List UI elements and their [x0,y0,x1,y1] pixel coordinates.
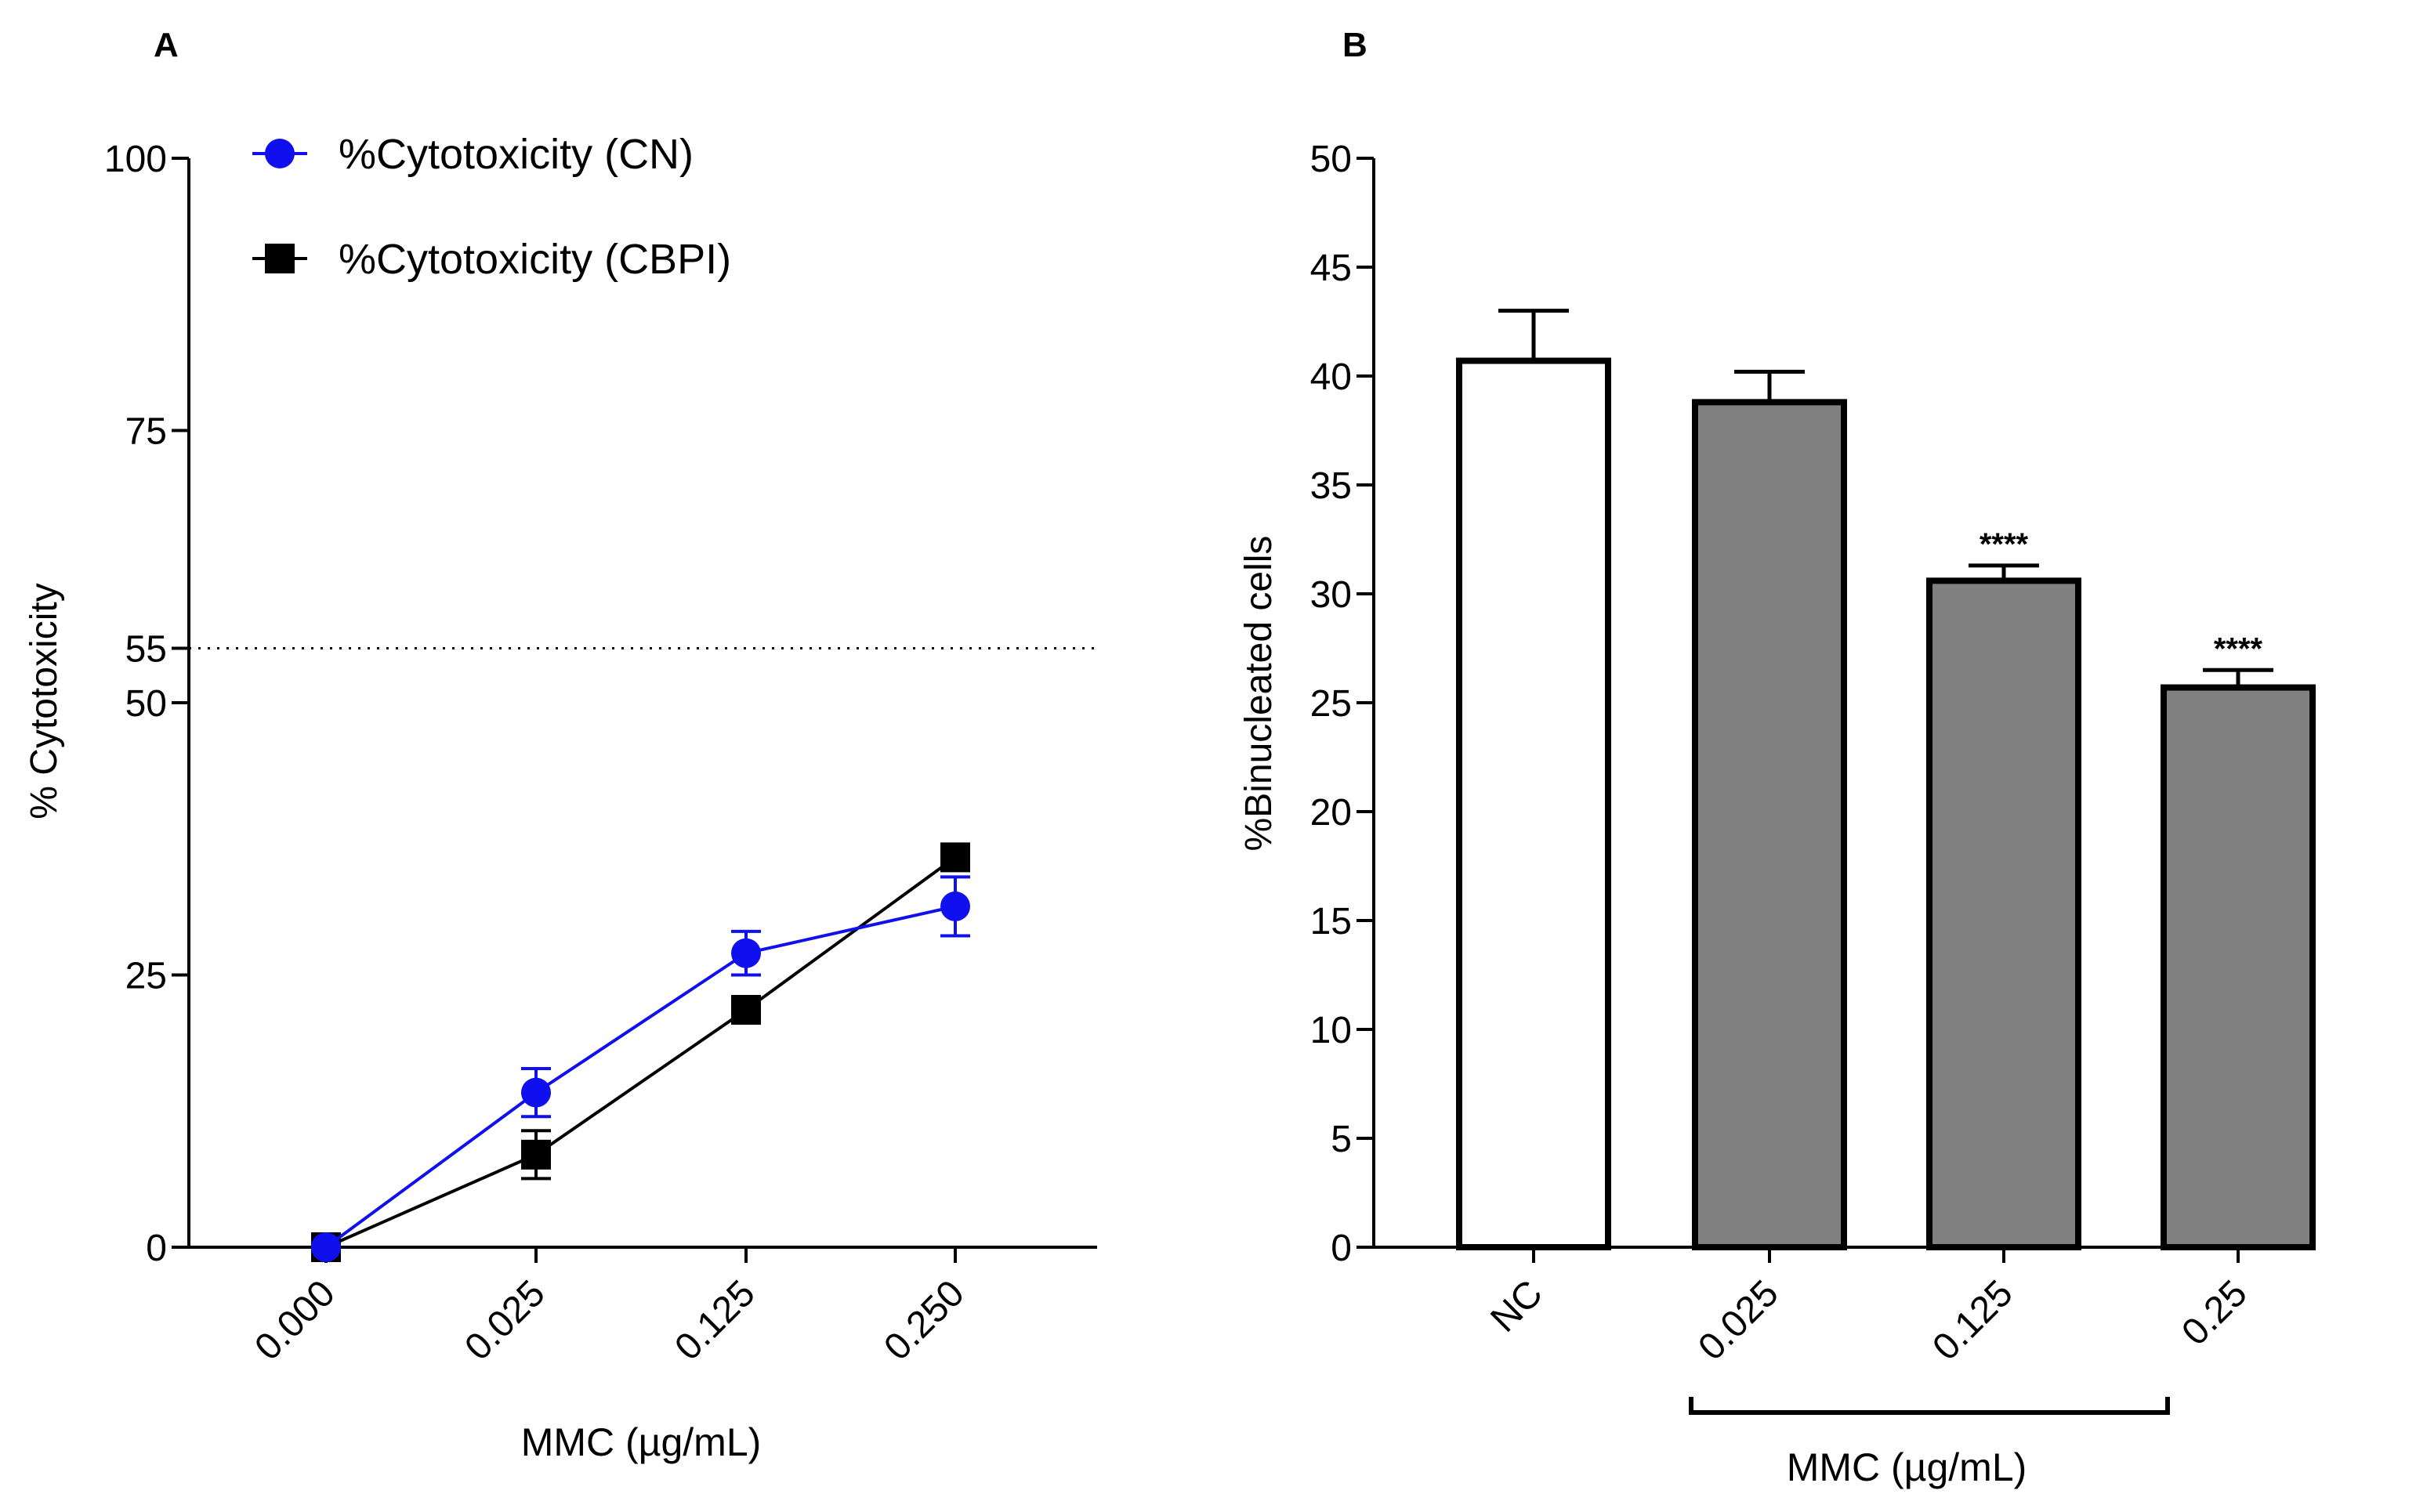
panel-b-x-bracket [1689,1397,2170,1415]
panel-a-y-tick-label: 100 [104,139,167,180]
panel-b-y-tick-label: 0 [1331,1228,1352,1269]
legend-marker-circle [265,139,295,168]
panel-a-series-line-cbpi [325,855,957,1249]
panel-a-line-chart: A % Cytotoxicity MMC (µg/mL) %Cytotoxici… [24,26,1097,1464]
panel-b-y-tick-label: 15 [1310,901,1352,942]
panel-a-legend: %Cytotoxicity (CN) %Cytotoxicity (CBPI) [252,131,731,283]
data-point-square [940,842,970,873]
panel-b-x-tick-label: NC [1483,1272,1550,1340]
panel-b-y-tick-label: 20 [1310,792,1352,834]
panel-a-label: A [154,26,179,64]
data-point-square [521,1139,551,1170]
panel-b-x-tick-label: 0.25 [2174,1272,2255,1354]
data-point-circle [731,938,761,968]
panel-a-x-axis-label: MMC (µg/mL) [521,1420,762,1464]
panel-a-x-tick-label: 0.025 [457,1272,552,1368]
legend-marker-square [265,244,295,273]
panel-b-y-axis-label: %Binucleated cells [1238,536,1280,852]
bar-0.025 [1692,399,1847,1250]
panel-b-y-tick-label: 10 [1310,1010,1352,1051]
panel-b-x-tick-label: 0.125 [1925,1272,2020,1368]
panel-b-y-tick-label: 25 [1310,683,1352,725]
panel-b-x-axis-label: MMC (µg/mL) [1787,1445,2027,1489]
panel-b-label: B [1342,26,1367,64]
data-point-circle [940,891,970,921]
panel-b-y-tick-label: 40 [1310,356,1352,398]
data-point-circle [521,1077,551,1108]
significance-marker: **** [1980,527,2029,562]
panel-a-x-tick-label: 0.250 [876,1272,972,1368]
significance-marker: **** [2214,631,2263,666]
bar-nc [1456,357,1611,1250]
bar-0.125 [1926,577,2081,1250]
panel-a-y-tick-label: 0 [146,1228,167,1269]
panel-a-y-tick-label: 75 [125,411,167,453]
panel-a-y-tick-label: 25 [125,956,167,997]
panel-b-y-tick-label: 45 [1310,248,1352,289]
panel-b-y-tick-label: 50 [1310,139,1352,180]
panel-a-x-tick-label: 0.000 [247,1272,342,1368]
bar-0.25 [2161,684,2316,1250]
panel-b-y-tick-label: 5 [1331,1119,1352,1160]
data-point-circle [311,1232,341,1262]
panel-a-series-line-cn [324,904,956,1249]
data-point-square [731,994,761,1025]
panel-a-y-axis-label: % Cytotoxicity [24,583,65,819]
panel-b-bar-chart: B %Binucleated cells MMC (µg/mL) 0 5 10 15 2… [1238,26,2316,1489]
panel-b-y-tick-label: 35 [1310,465,1352,507]
panel-a-y-tick-label: 55 [125,629,167,671]
panel-b-y-tick-label: 30 [1310,574,1352,616]
legend-label: %Cytotoxicity (CN) [339,131,694,178]
legend-label: %Cytotoxicity (CBPI) [339,236,731,283]
panel-a-x-tick-label: 0.125 [667,1272,762,1368]
panel-a-y-tick-label: 50 [125,683,167,725]
panel-b-x-tick-label: 0.025 [1690,1272,1786,1368]
